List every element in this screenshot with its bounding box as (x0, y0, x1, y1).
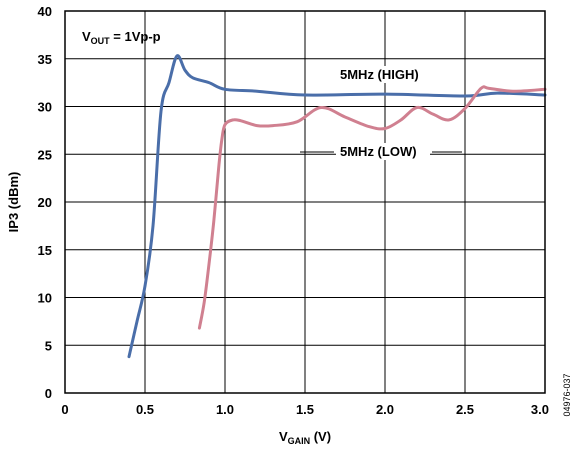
x-tick-label: 1.5 (296, 402, 314, 417)
series-label-high: 5MHz (HIGH) (340, 67, 419, 82)
x-axis-title-subscript: GAIN (288, 436, 311, 446)
y-tick-label: 5 (45, 338, 52, 353)
y-tick-label: 30 (38, 100, 52, 115)
series-label-low: 5MHz (LOW) (340, 144, 417, 159)
y-tick-label: 15 (38, 243, 52, 258)
y-tick-label: 25 (38, 147, 52, 162)
y-tick-label: 10 (38, 291, 52, 306)
series-line-low (197, 85, 547, 330)
figure-id: 04976-037 (562, 373, 572, 416)
x-tick-label: 0 (61, 402, 68, 417)
x-tick-label: 2.5 (456, 402, 474, 417)
vout-annotation-subscript: OUT (91, 36, 111, 46)
y-tick-label: 0 (45, 386, 52, 401)
series-line-high (127, 54, 547, 359)
y-tick-label: 40 (38, 4, 52, 19)
x-tick-labels: 0 0.5 1.0 1.5 2.0 2.5 3.0 (61, 402, 549, 417)
plot-frame (64, 10, 546, 394)
series-lines (127, 54, 547, 359)
x-tick-label: 0.5 (136, 402, 154, 417)
x-axis-title: VGAIN (V) (279, 429, 331, 446)
x-tick-label: 3.0 (531, 402, 549, 417)
y-tick-label: 35 (38, 52, 52, 67)
y-axis-title: IP3 (dBm) (6, 172, 21, 233)
x-tick-label: 1.0 (216, 402, 234, 417)
x-tick-label: 2.0 (376, 402, 394, 417)
high-label-bg (334, 66, 438, 83)
low-label-bg (336, 143, 430, 160)
y-tick-label: 20 (38, 195, 52, 210)
vout-annotation: VOUT = 1Vp-p (82, 29, 161, 46)
y-tick-labels: 0 5 10 15 20 25 30 35 40 (38, 4, 52, 401)
